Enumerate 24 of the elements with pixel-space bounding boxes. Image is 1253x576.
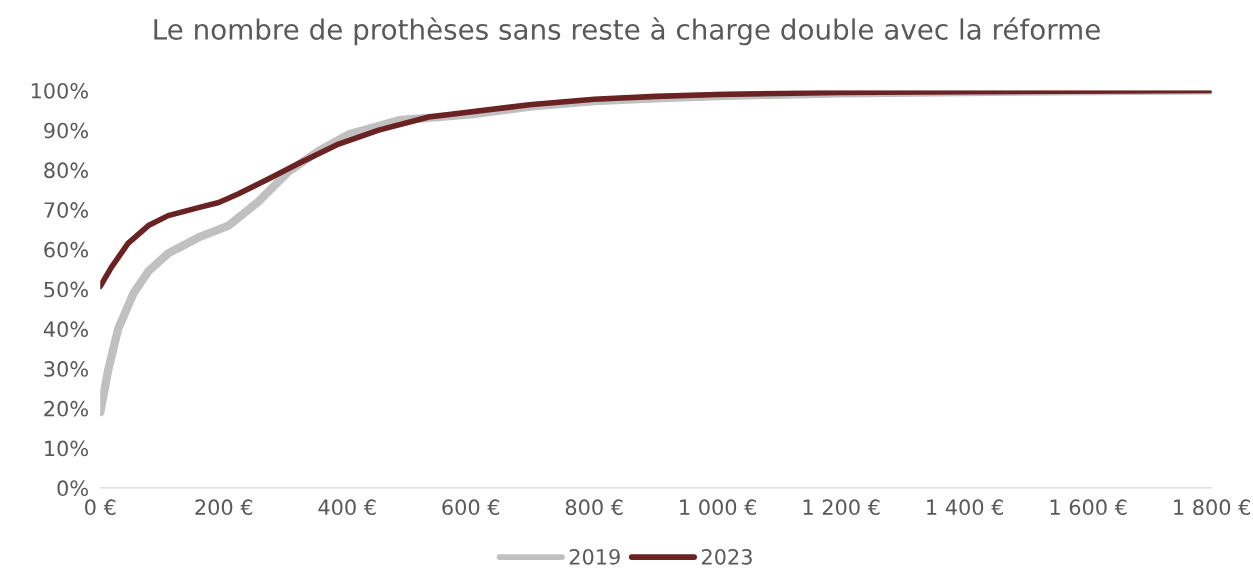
x-tick-label: 800 € bbox=[565, 499, 623, 516]
x-tick-label: 1 200 € bbox=[803, 499, 880, 516]
y-tick-label: 20% bbox=[44, 400, 88, 417]
x-tick-label: 400 € bbox=[318, 499, 376, 516]
y-tick-label: 100% bbox=[31, 82, 88, 99]
x-tick-label: 0 € bbox=[85, 499, 116, 516]
x-tick-label: 1 000 € bbox=[680, 499, 757, 516]
y-tick-label: 70% bbox=[44, 202, 88, 218]
chart-title: Le nombre de prothèses sans reste à charge double avec la réforme bbox=[154, 17, 1100, 46]
y-tick-label: 30% bbox=[44, 361, 88, 377]
y-tick-label: 0% bbox=[57, 480, 88, 497]
y-tick-label: 40% bbox=[43, 321, 88, 338]
legend-label: 2023 bbox=[701, 548, 752, 565]
y-tick-label: 80% bbox=[44, 162, 88, 179]
x-tick-label: 200 € bbox=[195, 499, 253, 516]
y-tick-label: 50% bbox=[44, 281, 88, 298]
y-tick-label: 60% bbox=[44, 241, 88, 258]
x-tick-label: 1 800 € bbox=[1174, 499, 1251, 516]
x-tick-label: 1 400 € bbox=[927, 499, 1004, 516]
x-tick-label: 600 € bbox=[442, 499, 500, 516]
x-tick-label: 1 600 € bbox=[1050, 499, 1127, 516]
y-tick-label: 10% bbox=[45, 440, 88, 457]
y-tick-label: 90% bbox=[44, 122, 88, 139]
legend-label: 2019 bbox=[569, 548, 620, 565]
